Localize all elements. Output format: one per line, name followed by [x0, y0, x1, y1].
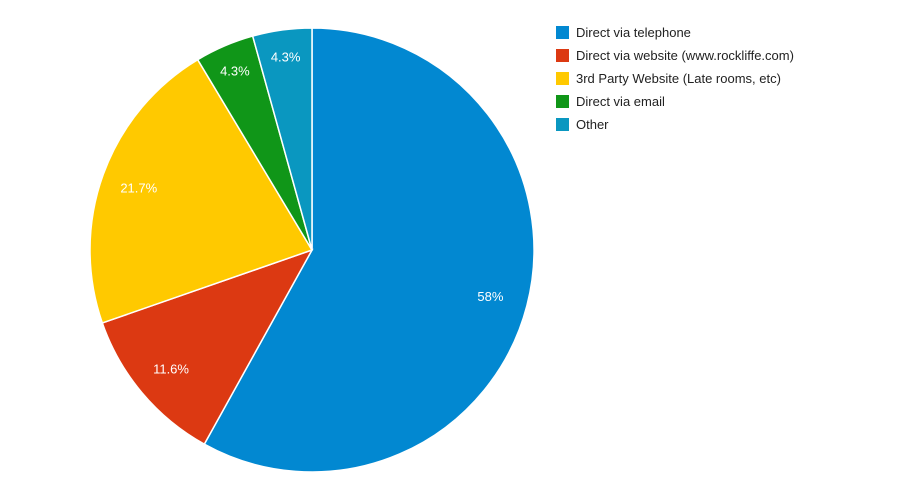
legend-item-direct-email[interactable]: Direct via email: [556, 93, 886, 110]
pie-slices: [89, 27, 535, 473]
legend-swatch: [556, 72, 569, 85]
legend-item-direct-telephone[interactable]: Direct via telephone: [556, 24, 886, 41]
pie-slice-0[interactable]: [203, 27, 535, 473]
pie-slice-2[interactable]: [89, 58, 314, 324]
legend-swatch: [556, 118, 569, 131]
legend-swatch: [556, 26, 569, 39]
legend-item-third-party-website[interactable]: 3rd Party Website (Late rooms, etc): [556, 70, 886, 87]
legend-label: 3rd Party Website (Late rooms, etc): [576, 71, 781, 86]
pie-slice-label-2: 21.7%: [120, 180, 157, 195]
chart-legend: Direct via telephone Direct via website …: [556, 24, 886, 139]
pie-slice-label-3: 4.3%: [220, 63, 250, 78]
legend-swatch: [556, 49, 569, 62]
pie-slice-labels: 58% 11.6% 21.7% 4.3% 4.3%: [120, 49, 504, 376]
legend-label: Direct via website (www.rockliffe.com): [576, 48, 794, 63]
legend-label: Direct via email: [576, 94, 665, 109]
legend-label: Other: [576, 117, 609, 132]
pie-slice-label-4: 4.3%: [271, 49, 301, 64]
pie-slice-label-0: 58%: [477, 289, 503, 304]
pie-slice-4[interactable]: [251, 27, 313, 251]
legend-label: Direct via telephone: [576, 25, 691, 40]
pie-slice-label-1: 11.6%: [153, 362, 189, 377]
legend-item-direct-website[interactable]: Direct via website (www.rockliffe.com): [556, 47, 886, 64]
legend-swatch: [556, 95, 569, 108]
pie-slice-1[interactable]: [101, 248, 314, 446]
legend-item-other[interactable]: Other: [556, 116, 886, 133]
